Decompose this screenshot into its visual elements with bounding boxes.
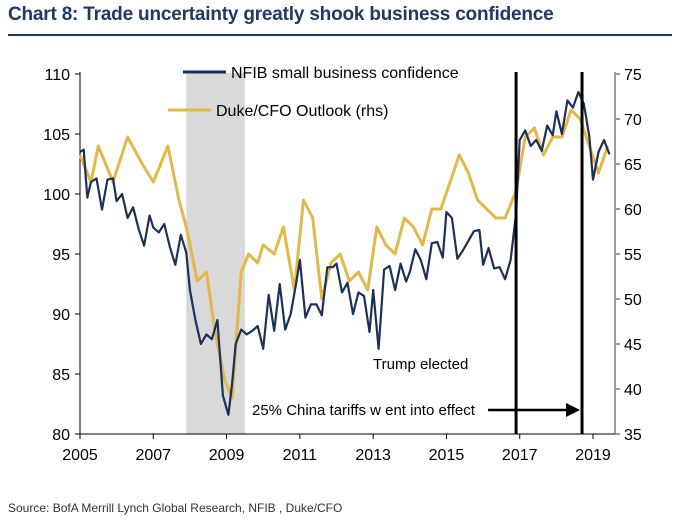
legend-label-duke: Duke/CFO Outlook (rhs): [216, 103, 388, 120]
x-tick-label: 2015: [429, 447, 465, 464]
series-line-duke: [78, 108, 610, 400]
left-tick-label: 85: [52, 367, 70, 384]
left-tick-label: 90: [52, 307, 70, 324]
series-line-nfib: [79, 90, 611, 416]
vertical-marker-layer: [488, 72, 584, 434]
annotation-layer: Trump elected 25% China tariffs w ent in…: [252, 356, 476, 419]
chart-title: Chart 8: Trade uncertainty greatly shook…: [8, 4, 554, 25]
x-tick-label: 2009: [209, 447, 245, 464]
left-tick-label: 110: [44, 67, 70, 84]
x-tick-label: 2019: [575, 447, 611, 464]
x-tick-label: 2013: [355, 447, 391, 464]
title-rule: [8, 34, 672, 36]
x-tick-label: 2007: [135, 447, 171, 464]
right-tick-label: 45: [624, 337, 642, 354]
right-tick-label: 40: [624, 382, 642, 399]
right-tick-label: 75: [624, 67, 642, 84]
annotation-china-tariffs: 25% China tariffs w ent into effect: [252, 402, 476, 419]
right-tick-label: 70: [624, 112, 642, 129]
left-tick-label: 80: [52, 427, 70, 444]
legend-label-nfib: NFIB small business confidence: [231, 65, 459, 82]
axes-layer: 80 85 90 95 100 105 110 35 40 45 50 55 60 65 70 75 2005 2…: [43, 67, 642, 464]
right-tick-label: 35: [624, 427, 642, 444]
series-layer: [78, 90, 611, 416]
left-tick-label: 95: [52, 247, 70, 264]
recession-band: [186, 73, 245, 434]
right-tick-label: 65: [624, 157, 642, 174]
right-tick-label: 55: [624, 247, 642, 264]
x-tick-label: 2017: [502, 447, 538, 464]
right-tick-label: 50: [624, 292, 642, 309]
legend: NFIB small business confidence Duke/CFO …: [168, 65, 459, 120]
annotation-trump-elected: Trump elected: [373, 356, 468, 373]
source-note: Source: BofA Merrill Lynch Global Resear…: [8, 501, 343, 515]
tariff-arrow-head: [566, 403, 581, 417]
left-tick-label: 105: [43, 127, 70, 144]
right-tick-label: 60: [624, 202, 642, 219]
x-tick-label: 2005: [62, 447, 98, 464]
recession-band-layer: [186, 73, 245, 434]
left-tick-label: 100: [43, 187, 70, 204]
x-tick-label: 2011: [283, 447, 318, 464]
